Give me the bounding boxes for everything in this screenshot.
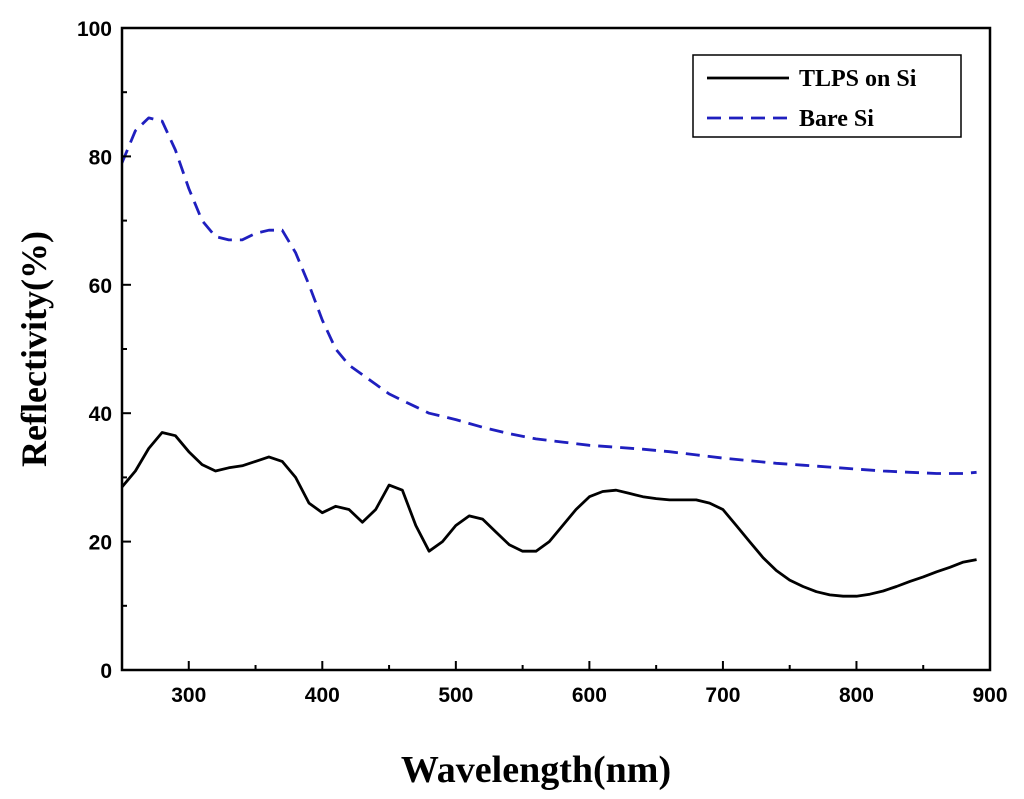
y-tick-label: 80: [89, 146, 112, 169]
x-tick-label: 900: [972, 684, 1007, 707]
legend-label-2: Bare Si: [799, 106, 874, 132]
legend-label-1: TLPS on Si: [799, 66, 917, 92]
x-tick-label: 500: [438, 684, 473, 707]
series-line-2: [122, 116, 977, 475]
series-layer: [122, 116, 977, 598]
x-tick-label: 400: [305, 684, 340, 707]
series-line-1: [122, 431, 977, 598]
x-tick-label: 600: [572, 684, 607, 707]
x-tick-label: 800: [839, 684, 874, 707]
legend-box: [692, 54, 962, 138]
x-tick-label: 700: [705, 684, 740, 707]
ticks-layer: 300 400 500 600 700 800 900 0 20 40 60 80 100: [77, 18, 1008, 707]
y-tick-label: 0: [100, 660, 112, 683]
y-tick-label: 40: [89, 403, 112, 426]
y-axis-title: Reflectivity(%): [14, 231, 54, 467]
x-tick-label: 300: [171, 684, 206, 707]
x-axis-title: Wavelength(nm): [401, 749, 671, 791]
legend: TLPS on Si Bare Si: [692, 54, 962, 138]
y-tick-label: 60: [89, 275, 112, 298]
y-tick-label: 20: [89, 532, 112, 555]
y-tick-label: 100: [77, 18, 112, 41]
